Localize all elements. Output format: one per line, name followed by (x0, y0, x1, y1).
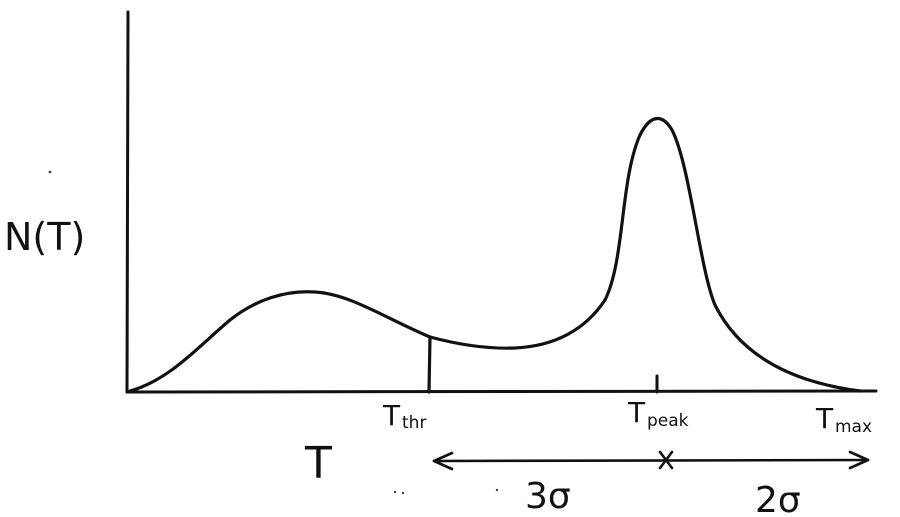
max-label-sub: max (835, 417, 872, 437)
speck (393, 490, 397, 494)
span-arrows (432, 450, 870, 471)
speck (48, 170, 52, 174)
max-label: T max (815, 402, 872, 437)
peak-label: T peak (627, 396, 689, 431)
threshold-label: T thr (382, 399, 426, 433)
threshold-label-main: T (382, 399, 401, 432)
peak-label-main: T (627, 396, 646, 429)
y-axis (125, 10, 130, 394)
right-arrowhead (848, 450, 870, 470)
peak-cross-mark (658, 450, 674, 470)
y-axis-label: N(T) (4, 215, 85, 259)
span-line (432, 458, 870, 463)
span-right-label: 2σ (755, 480, 801, 517)
left-arrowhead (432, 451, 454, 471)
threshold-label-sub: thr (402, 413, 426, 433)
span-left-label: 3σ (525, 476, 571, 517)
x-axis-label: T (304, 438, 332, 489)
x-axis (125, 389, 878, 394)
threshold-line (427, 335, 432, 394)
speck (401, 491, 405, 495)
distribution-curve (128, 117, 862, 393)
speck (495, 488, 499, 492)
max-label-main: T (815, 402, 834, 435)
peak-label-sub: peak (647, 411, 689, 431)
